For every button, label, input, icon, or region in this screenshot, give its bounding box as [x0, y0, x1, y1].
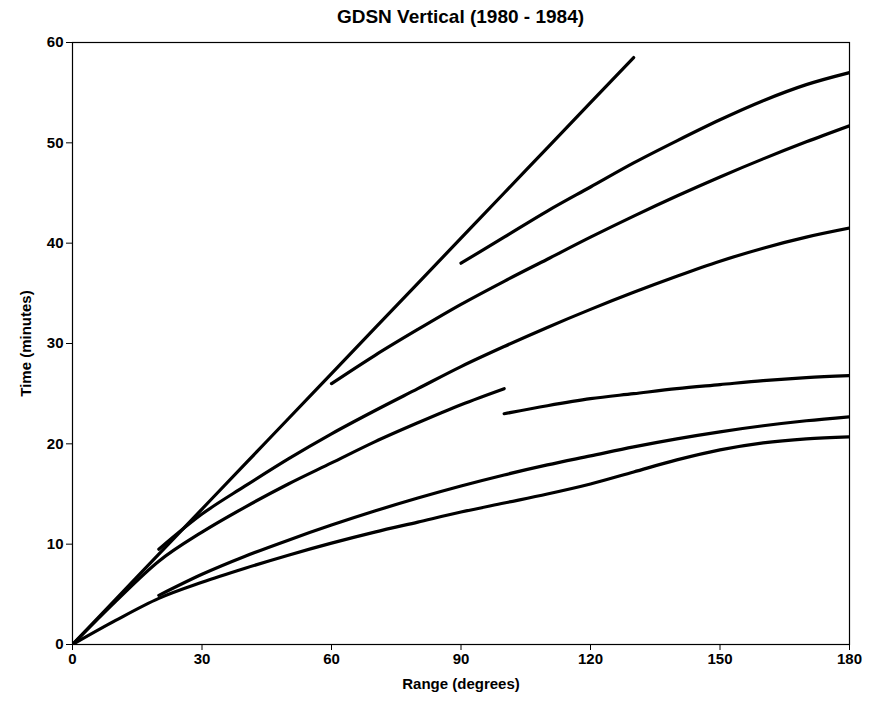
svg-text:0: 0 — [55, 635, 63, 652]
svg-text:180: 180 — [837, 650, 862, 667]
svg-text:150: 150 — [707, 650, 732, 667]
svg-text:50: 50 — [47, 134, 64, 151]
svg-text:90: 90 — [453, 650, 470, 667]
svg-text:Time (minutes): Time (minutes) — [17, 290, 34, 396]
svg-text:120: 120 — [578, 650, 603, 667]
svg-text:40: 40 — [47, 234, 64, 251]
svg-text:0: 0 — [68, 650, 76, 667]
svg-text:30: 30 — [47, 334, 64, 351]
svg-text:60: 60 — [47, 34, 64, 50]
svg-text:60: 60 — [323, 650, 340, 667]
svg-text:20: 20 — [47, 435, 64, 452]
svg-text:Range (degrees): Range (degrees) — [402, 675, 520, 692]
svg-text:10: 10 — [47, 535, 64, 552]
html-text:GDSN Vertical (1980 - 1984): GDSN Vertical (1980 - 1984) — [336, 6, 585, 27]
svg-text:30: 30 — [194, 650, 211, 667]
